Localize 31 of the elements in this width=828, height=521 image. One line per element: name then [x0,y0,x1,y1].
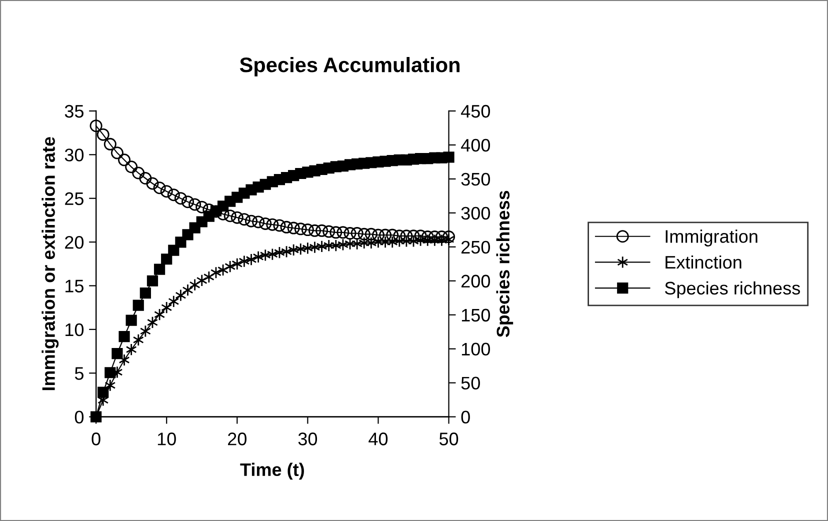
y2-tick-label: 0 [461,410,470,424]
y-tick-label: 15 [66,280,84,292]
x-tick-label: 20 [228,432,246,446]
y-axis-title: Immigration or extinction rate [42,137,59,390]
y2-axis-title: Species richness [496,190,514,338]
y2-tick-label: 450 [460,104,490,118]
chart-title: Species Accumulation [240,56,460,76]
y2-tick-label: 200 [461,274,490,288]
legend-label: Species richness [664,281,800,298]
x-tick-label: 30 [298,432,318,446]
y-tick-label: 35 [64,104,84,118]
x-tick-label: 40 [368,432,388,446]
y-tick-label: 30 [64,148,84,162]
x-tick-label: 0 [92,432,100,446]
y2-tick-label: 250 [461,240,490,254]
y2-tick-label: 150 [462,308,490,322]
y-tick-label: 5 [74,367,84,380]
y2-tick-label: 100 [462,342,490,356]
y-tick-label: 20 [65,236,84,249]
y-tick-label: 10 [66,323,84,336]
x-tick-label: 10 [158,432,176,446]
y2-tick-label: 50 [461,376,480,390]
y2-tick-label: 350 [461,172,490,186]
y2-tick-label: 300 [461,206,490,220]
y-tick-label: 25 [65,192,84,206]
legend-label: Extinction [666,255,742,269]
legend-label: Immigration [666,230,758,246]
y2-tick-label: 400 [460,138,490,152]
y-tick-label: 0 [74,410,84,424]
x-axis-title: Time (t) [240,462,304,480]
x-tick-label: 50 [439,432,458,446]
